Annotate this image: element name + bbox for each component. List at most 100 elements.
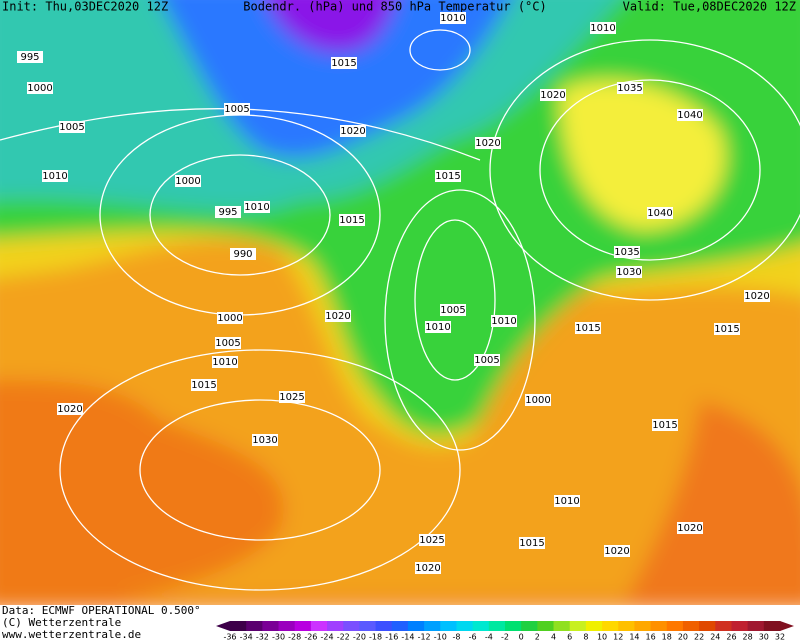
isobar-label-box xyxy=(325,310,351,322)
isobar-label-box xyxy=(59,121,85,133)
isobar-label: 1015 xyxy=(714,324,739,335)
isobar-label: 1005 xyxy=(215,338,240,349)
isobar-label-box xyxy=(339,214,365,226)
colorbar-segment xyxy=(602,621,619,631)
colorbar-segment xyxy=(537,621,555,631)
colorbar-segment xyxy=(488,621,506,631)
isobar-label: 1020 xyxy=(540,90,565,101)
colorbar-label: 32 xyxy=(775,633,785,642)
isobar-label-box xyxy=(244,201,270,213)
isobar-label-box xyxy=(252,434,278,446)
isobar-label: 1035 xyxy=(614,247,639,258)
isobar-label: 1010 xyxy=(212,357,237,368)
isobar-label-box xyxy=(279,391,305,403)
colorbar-label: 28 xyxy=(743,633,753,642)
isobar-label: 1015 xyxy=(519,538,544,549)
data-source: Data: ECMWF OPERATIONAL 0.500° xyxy=(2,604,201,617)
isobar-label-box xyxy=(175,175,201,187)
isobar-label: 1010 xyxy=(244,202,269,213)
colorbar-label: 20 xyxy=(678,633,688,642)
isobar-label: 1010 xyxy=(425,322,450,333)
isobar-label: 1030 xyxy=(616,267,641,278)
colorbar-segment xyxy=(310,621,328,631)
isobar-label: 1020 xyxy=(604,546,629,557)
colorbar-segment xyxy=(294,621,312,631)
isobar-label: 1010 xyxy=(42,171,67,182)
isobar-label-box xyxy=(27,82,53,94)
colorbar-label: -22 xyxy=(337,633,350,642)
colorbar-segment xyxy=(424,621,441,631)
isobar-label-box xyxy=(677,522,703,534)
isobar-label-box xyxy=(474,354,500,366)
isobar-label: 1040 xyxy=(677,110,702,121)
colorbar-segment xyxy=(666,621,684,631)
colorbar-segment xyxy=(262,621,280,631)
isobar-label: 1035 xyxy=(617,83,642,94)
colorbar-segment xyxy=(618,621,635,631)
isobar-label-box xyxy=(217,312,243,324)
colorbar-label: -10 xyxy=(434,633,447,642)
isobar-label-box xyxy=(425,321,451,333)
isobar-label: 1005 xyxy=(474,355,499,366)
colorbar-label: -16 xyxy=(385,633,398,642)
colorbar-label: 6 xyxy=(567,633,572,642)
colorbar-segment xyxy=(585,621,603,631)
colorbar-segment xyxy=(375,621,393,631)
isobar-label-box xyxy=(677,109,703,121)
isobar-label-box xyxy=(415,562,441,574)
colorbar-label: 4 xyxy=(551,633,556,642)
isobar-label: 1005 xyxy=(59,122,84,133)
isobar-label-box xyxy=(57,403,83,415)
isobar-label: 1015 xyxy=(331,58,356,69)
isobar-label-box xyxy=(744,290,770,302)
isobar-label: 1020 xyxy=(475,138,500,149)
colorbar-label: -2 xyxy=(501,633,509,642)
isobar-label-box xyxy=(340,125,366,137)
isobar-label: 1015 xyxy=(191,380,216,391)
colorbar-label: -28 xyxy=(288,633,301,642)
isobar-label: 995 xyxy=(20,52,39,63)
colorbar-label: 14 xyxy=(629,633,639,642)
colorbar-label: -30 xyxy=(272,633,285,642)
isobar-label: 1010 xyxy=(590,23,615,34)
colorbar-segment xyxy=(456,621,474,631)
isobar-label: 1020 xyxy=(325,311,350,322)
isobar-label-box xyxy=(475,137,501,149)
colorbar-label: 22 xyxy=(694,633,704,642)
colorbar-label: 30 xyxy=(759,633,769,642)
isobar-label: 1025 xyxy=(419,535,444,546)
isobar-label: 1005 xyxy=(224,104,249,115)
isobar-label-box xyxy=(440,12,466,24)
isobar-label: 1020 xyxy=(744,291,769,302)
colorbar-label: 8 xyxy=(583,633,588,642)
isobar-label-box xyxy=(614,246,640,258)
isobar-label-box xyxy=(42,170,68,182)
colorbar-label: -8 xyxy=(452,633,460,642)
colorbar-segment xyxy=(230,621,247,631)
isobar-label: 1030 xyxy=(252,435,277,446)
isobar-label: 1020 xyxy=(677,523,702,534)
isobar-label-box xyxy=(554,495,580,507)
colorbar-segment xyxy=(440,621,457,631)
colorbar-segment xyxy=(246,621,263,631)
colorbar-label: 0 xyxy=(519,633,524,642)
colorbar-label: -32 xyxy=(256,633,269,642)
copyright: (C) Wetterzentrale xyxy=(2,616,121,629)
colorbar-segment xyxy=(278,621,296,631)
init-time: Init: Thu,03DEC2020 12Z xyxy=(2,0,168,14)
colorbar-segment xyxy=(407,621,425,631)
isobar-label: 1015 xyxy=(435,171,460,182)
colorbar-segment xyxy=(699,621,716,631)
isobar-label-box xyxy=(331,57,357,69)
isobar-label-box xyxy=(647,207,673,219)
isobar-label-box xyxy=(215,206,241,218)
colorbar-segment xyxy=(521,621,538,631)
isobar-label: 1020 xyxy=(415,563,440,574)
isobar-label-box xyxy=(617,82,643,94)
isobar-label: 1000 xyxy=(525,395,550,406)
colorbar-end xyxy=(780,621,794,631)
isobar-label: 1000 xyxy=(27,83,52,94)
isobar-label-box xyxy=(212,356,238,368)
isobar-label-box xyxy=(519,537,545,549)
isobar-label-box xyxy=(215,337,241,349)
